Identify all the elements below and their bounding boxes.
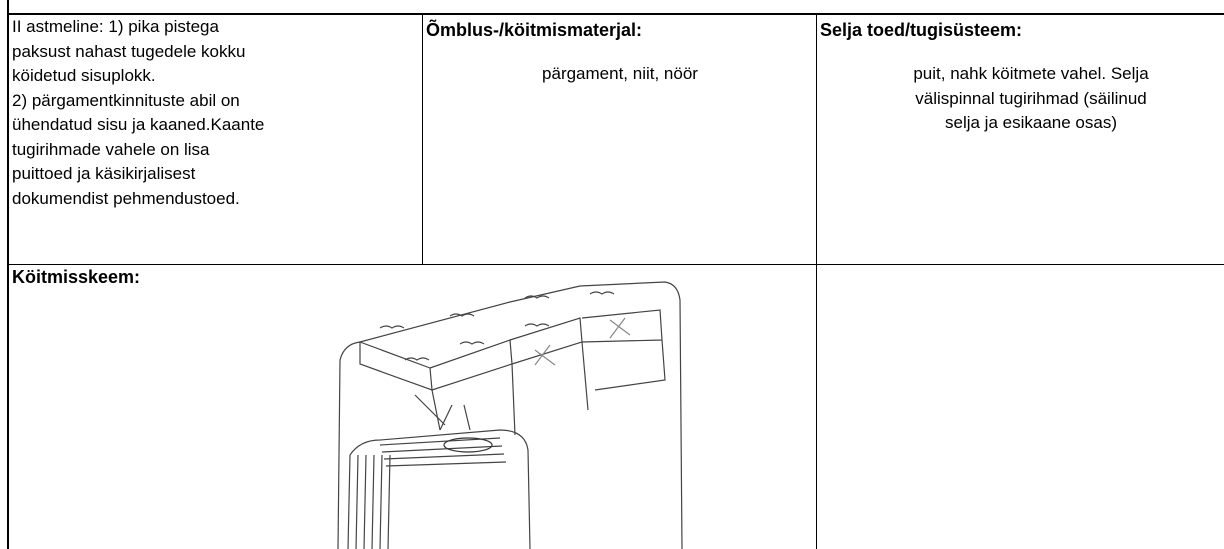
text-line: köidetud sisuplokk. bbox=[12, 66, 156, 85]
text-line: välispinnal tugirihmad (säilinud bbox=[915, 88, 1147, 108]
border bbox=[7, 13, 1224, 15]
cell-header: Õmblus-/köitmismaterjal: bbox=[426, 20, 643, 40]
text-line: selja ja esikaane osas) bbox=[945, 113, 1117, 132]
text-line: II astmeline: 1) pika pistega bbox=[12, 17, 219, 36]
text-line: dokumendist pehmendustoed. bbox=[12, 188, 240, 208]
border bbox=[816, 14, 817, 549]
binding-sketch bbox=[337, 281, 683, 549]
border bbox=[7, 0, 9, 549]
text-line: ühendatud sisu ja kaaned.Kaante bbox=[12, 115, 265, 134]
text-line: paksust nahast tugedele kokku bbox=[12, 41, 246, 61]
cell: II astmeline: 1) pika pistega paksust na… bbox=[12, 15, 420, 264]
cell: Selja toed/tugisüsteem: puit, nahk köitm… bbox=[820, 18, 1224, 264]
text-line: 2) pärgamentkinnituste abil on bbox=[12, 90, 240, 110]
text-line: puittoed ja käsikirjalisest bbox=[12, 164, 196, 183]
cell: Köitmisskeem: bbox=[12, 265, 812, 549]
text-line: puit, nahk köitmete vahel. Selja bbox=[913, 64, 1149, 83]
border bbox=[422, 14, 423, 265]
cell-header: Köitmisskeem: bbox=[12, 267, 141, 287]
text-line: pärgament, niit, nöör bbox=[542, 64, 698, 83]
text-line: tugirihmade vahele on lisa bbox=[12, 139, 210, 159]
cell: Õmblus-/köitmismaterjal: pärgament, niit… bbox=[426, 18, 814, 264]
cell-header: Selja toed/tugisüsteem: bbox=[820, 20, 1023, 40]
border bbox=[7, 264, 1224, 265]
